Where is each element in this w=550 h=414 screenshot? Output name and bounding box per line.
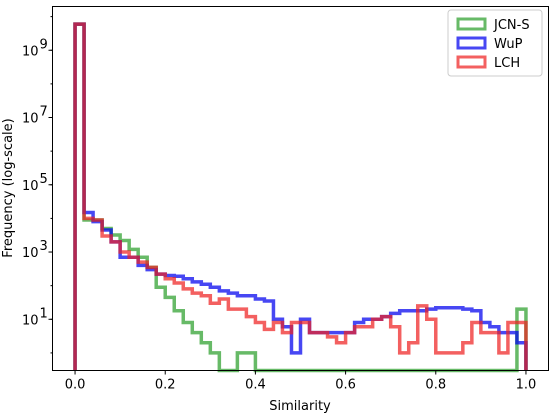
y-tick-exponent: 9 (40, 37, 48, 52)
legend-box (447, 9, 543, 77)
y-tick-label: 10 (22, 112, 39, 127)
x-tick-label: 0.8 (425, 378, 446, 393)
legend-swatch (456, 17, 487, 31)
legend-entry-label: WuP (494, 37, 523, 52)
y-tick-label: 10 (22, 246, 39, 261)
legend-entry-label: LCH (494, 56, 520, 71)
plot-frame (52, 6, 549, 371)
y-tick-label: 10 (22, 179, 39, 194)
x-tick-label: 0.0 (65, 378, 86, 393)
legend: JCN-S WuP LCH (447, 9, 543, 77)
y-tick-label: 10 (22, 44, 39, 59)
y-axis-label: Frequency (log-scale) (1, 118, 16, 257)
x-tick-label: 0.2 (155, 378, 176, 393)
y-tick-exponent: 1 (40, 306, 48, 321)
legend-swatch (456, 55, 487, 69)
x-axis: 0.0 0.2 0.4 0.6 0.8 1.0 (65, 370, 537, 393)
legend-swatch (456, 36, 487, 50)
x-tick-label: 1.0 (516, 378, 537, 393)
legend-entry-label: JCN-S (493, 18, 530, 33)
y-tick-exponent: 7 (40, 105, 48, 120)
x-axis-label: Similarity (269, 399, 331, 414)
series-line-lch (73, 22, 528, 371)
y-tick-exponent: 5 (40, 172, 48, 187)
x-tick-label: 0.6 (335, 378, 356, 393)
y-tick-label: 10 (22, 313, 39, 328)
x-tick-label: 0.4 (245, 378, 266, 393)
y-tick-exponent: 3 (40, 239, 48, 254)
